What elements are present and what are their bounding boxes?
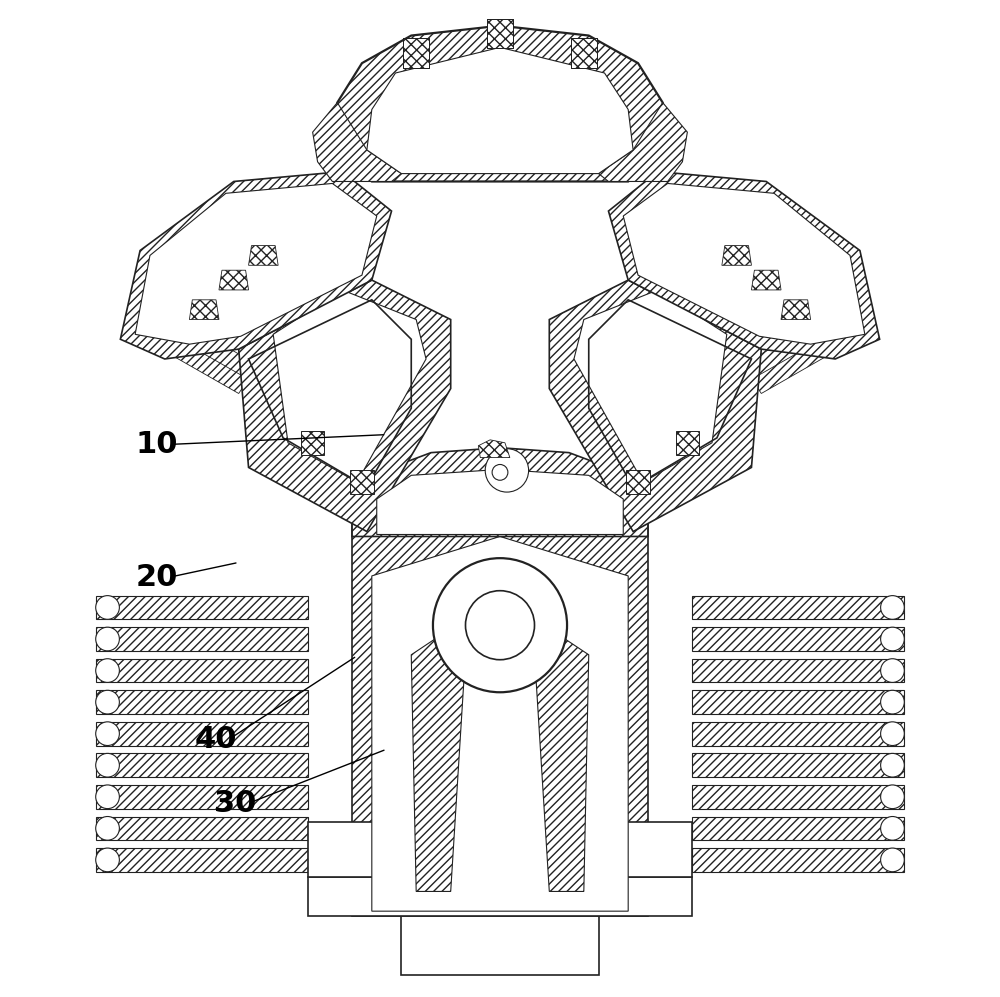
Polygon shape xyxy=(599,103,687,181)
Polygon shape xyxy=(377,470,623,534)
Polygon shape xyxy=(301,431,324,455)
Circle shape xyxy=(96,785,119,809)
Polygon shape xyxy=(574,290,727,483)
Text: 20: 20 xyxy=(135,562,178,591)
Bar xyxy=(403,39,429,68)
Polygon shape xyxy=(692,817,904,840)
Circle shape xyxy=(881,690,904,714)
Polygon shape xyxy=(478,440,510,458)
Polygon shape xyxy=(96,785,308,809)
Bar xyxy=(403,39,429,68)
Polygon shape xyxy=(676,431,699,455)
Polygon shape xyxy=(751,270,781,290)
Polygon shape xyxy=(219,270,249,290)
Circle shape xyxy=(96,817,119,840)
Polygon shape xyxy=(535,635,589,891)
Polygon shape xyxy=(401,916,599,975)
Circle shape xyxy=(485,449,529,493)
Polygon shape xyxy=(722,245,751,265)
Polygon shape xyxy=(191,262,289,346)
Circle shape xyxy=(881,627,904,651)
Circle shape xyxy=(96,595,119,619)
Polygon shape xyxy=(411,635,465,891)
Text: 30: 30 xyxy=(214,789,256,818)
Polygon shape xyxy=(96,722,308,746)
Polygon shape xyxy=(96,627,308,651)
Polygon shape xyxy=(96,817,308,840)
Polygon shape xyxy=(308,876,692,916)
Circle shape xyxy=(881,848,904,871)
Polygon shape xyxy=(692,848,904,871)
Circle shape xyxy=(465,590,535,660)
Polygon shape xyxy=(626,471,650,495)
Circle shape xyxy=(96,659,119,682)
Polygon shape xyxy=(692,690,904,714)
Circle shape xyxy=(881,785,904,809)
Circle shape xyxy=(96,754,119,777)
Polygon shape xyxy=(135,183,377,344)
Circle shape xyxy=(881,595,904,619)
Polygon shape xyxy=(170,310,268,394)
Polygon shape xyxy=(725,294,823,378)
Circle shape xyxy=(96,848,119,871)
Circle shape xyxy=(96,627,119,651)
Polygon shape xyxy=(96,659,308,682)
Polygon shape xyxy=(273,290,426,483)
Polygon shape xyxy=(332,26,668,181)
Polygon shape xyxy=(96,595,308,619)
Polygon shape xyxy=(352,448,648,536)
Polygon shape xyxy=(608,171,880,359)
Circle shape xyxy=(433,558,567,692)
Polygon shape xyxy=(692,785,904,809)
Polygon shape xyxy=(549,280,761,531)
Polygon shape xyxy=(692,595,904,619)
Polygon shape xyxy=(184,278,282,362)
Circle shape xyxy=(881,659,904,682)
Circle shape xyxy=(96,722,119,746)
Polygon shape xyxy=(308,823,692,876)
Bar xyxy=(571,39,597,68)
Polygon shape xyxy=(692,722,904,746)
Polygon shape xyxy=(96,690,308,714)
Polygon shape xyxy=(367,48,633,173)
Polygon shape xyxy=(692,754,904,777)
Polygon shape xyxy=(623,183,865,344)
Text: 10: 10 xyxy=(135,430,178,459)
Polygon shape xyxy=(189,300,219,319)
Circle shape xyxy=(492,465,508,481)
Polygon shape xyxy=(692,659,904,682)
Polygon shape xyxy=(96,848,308,871)
Polygon shape xyxy=(120,171,392,359)
Polygon shape xyxy=(352,516,648,916)
Polygon shape xyxy=(249,245,278,265)
Polygon shape xyxy=(96,754,308,777)
Polygon shape xyxy=(711,262,809,346)
Bar xyxy=(487,19,513,49)
Polygon shape xyxy=(732,310,830,394)
Circle shape xyxy=(881,817,904,840)
Text: 40: 40 xyxy=(194,725,237,754)
Polygon shape xyxy=(704,246,802,330)
Polygon shape xyxy=(781,300,811,319)
Polygon shape xyxy=(718,278,816,362)
Bar xyxy=(571,39,597,68)
Polygon shape xyxy=(350,471,374,495)
Polygon shape xyxy=(692,627,904,651)
Polygon shape xyxy=(198,246,296,330)
Polygon shape xyxy=(313,103,401,181)
Circle shape xyxy=(96,690,119,714)
Bar xyxy=(487,19,513,49)
Polygon shape xyxy=(372,536,628,911)
Polygon shape xyxy=(239,280,451,531)
Circle shape xyxy=(881,754,904,777)
Polygon shape xyxy=(177,294,275,378)
Circle shape xyxy=(881,722,904,746)
